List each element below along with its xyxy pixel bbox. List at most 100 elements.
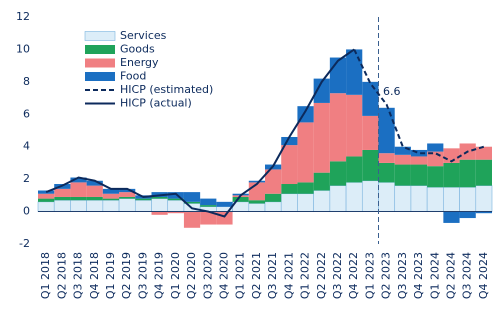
x-tick-label: Q1 2020 — [169, 252, 182, 299]
x-tick-label: Q4 2021 — [282, 252, 295, 299]
legend-label: Goods — [120, 43, 155, 56]
line-series — [45, 48, 355, 218]
y-tick-label: 6 — [23, 107, 30, 120]
bar-segment — [410, 164, 428, 186]
bar-segment — [297, 122, 314, 183]
x-tick-label: Q3 2021 — [266, 252, 279, 299]
bar-segment — [313, 190, 331, 212]
bar-segment — [394, 164, 411, 186]
bar-segment — [70, 196, 87, 201]
y-tick-label: 0 — [23, 205, 30, 218]
bar-segment — [427, 143, 444, 152]
bar-segment — [346, 49, 363, 95]
x-tick-label: Q3 2022 — [331, 252, 344, 299]
bar-segment — [86, 199, 104, 212]
bar-segment — [313, 102, 330, 173]
x-tick-label: Q2 2023 — [380, 252, 393, 299]
bar-segment — [38, 193, 55, 199]
x-tick-label: Q4 2024 — [477, 252, 490, 299]
bar-segment — [280, 193, 298, 212]
bar-segment — [378, 182, 396, 212]
bar-segment — [313, 78, 330, 103]
bar-segment — [37, 201, 55, 212]
x-tick-label: Q3 2023 — [396, 252, 409, 299]
x-tick-label: Q1 2021 — [234, 252, 247, 299]
bar-segment — [410, 149, 428, 157]
bar-segment — [281, 145, 298, 185]
bar-segment — [38, 198, 55, 202]
bar-segment — [443, 211, 460, 223]
x-tick-label: Q2 2020 — [185, 252, 198, 299]
legend-label: Food — [120, 70, 146, 83]
bar-segment — [394, 185, 412, 212]
legend-swatch — [85, 58, 115, 68]
bar-segment — [346, 94, 363, 157]
bar-segment — [118, 198, 136, 212]
y-tick-label: 4 — [23, 140, 30, 153]
x-tick-label: Q2 2019 — [120, 252, 133, 299]
bar-segment — [102, 188, 120, 194]
bar-segment — [329, 57, 347, 94]
bar-segment — [346, 156, 363, 183]
bar-segment — [248, 203, 266, 212]
x-tick-label: Q4 2019 — [153, 252, 166, 299]
bar-segment — [297, 182, 314, 194]
bar-segment — [86, 180, 103, 186]
bar-segment — [53, 199, 71, 212]
bar-segment — [459, 186, 477, 212]
bar-segment — [151, 196, 168, 199]
bar-segment — [378, 107, 395, 154]
bar-segment — [216, 211, 233, 225]
annotation: 6.6 — [383, 85, 401, 98]
bar-segment — [459, 159, 476, 188]
bar-segment — [443, 186, 460, 212]
x-tick-label: Q1 2018 — [39, 252, 52, 299]
bar-segment — [378, 162, 395, 183]
y-tick-label: 10 — [16, 42, 30, 55]
bar-segment — [394, 146, 411, 155]
bar-segment — [443, 162, 460, 188]
bar-segment — [248, 200, 265, 204]
bar-segment — [394, 154, 411, 165]
bar-segment — [281, 136, 298, 146]
bar-segment — [119, 196, 136, 199]
bar-segment — [167, 211, 184, 214]
bar-segment — [135, 198, 152, 201]
bar-segment — [361, 180, 379, 212]
bar-segment — [265, 193, 282, 202]
legend-label: Energy — [120, 56, 159, 69]
legend-label: HICP (actual) — [120, 97, 192, 110]
bar-segment — [216, 201, 233, 207]
bar-segment — [426, 186, 444, 212]
x-tick-label: Q1 2019 — [104, 252, 117, 299]
x-tick-label: Q4 2018 — [88, 252, 101, 299]
bar-segment — [86, 196, 103, 201]
bar-segment — [167, 192, 184, 199]
bar-segment — [167, 199, 185, 212]
y-tick-label: 8 — [23, 75, 30, 88]
bar-segment — [200, 198, 217, 206]
x-tick-label: Q2 2022 — [315, 252, 328, 299]
bar-segment — [54, 196, 71, 201]
bar-segment — [264, 201, 282, 212]
bar-segment — [265, 169, 282, 194]
bar-segment — [329, 161, 347, 186]
legend-swatch — [85, 72, 115, 81]
bar-segment — [410, 156, 428, 165]
bar-segment — [378, 153, 395, 163]
bar-segment — [54, 188, 71, 197]
bar-segment — [410, 185, 428, 212]
bar-segment — [167, 198, 184, 201]
bar-segment — [248, 180, 265, 183]
x-tick-label: Q1 2022 — [299, 252, 312, 299]
bar-segment — [427, 166, 444, 188]
bar-segment — [313, 172, 330, 191]
bar-segment — [362, 115, 379, 150]
bar-segment — [475, 159, 492, 186]
y-tick-label: -2 — [19, 237, 30, 250]
legend-swatch — [84, 31, 116, 41]
bar-segment — [119, 188, 136, 193]
bar-segment — [200, 205, 217, 207]
bar-segment — [459, 211, 476, 219]
bar-segment — [102, 193, 120, 199]
